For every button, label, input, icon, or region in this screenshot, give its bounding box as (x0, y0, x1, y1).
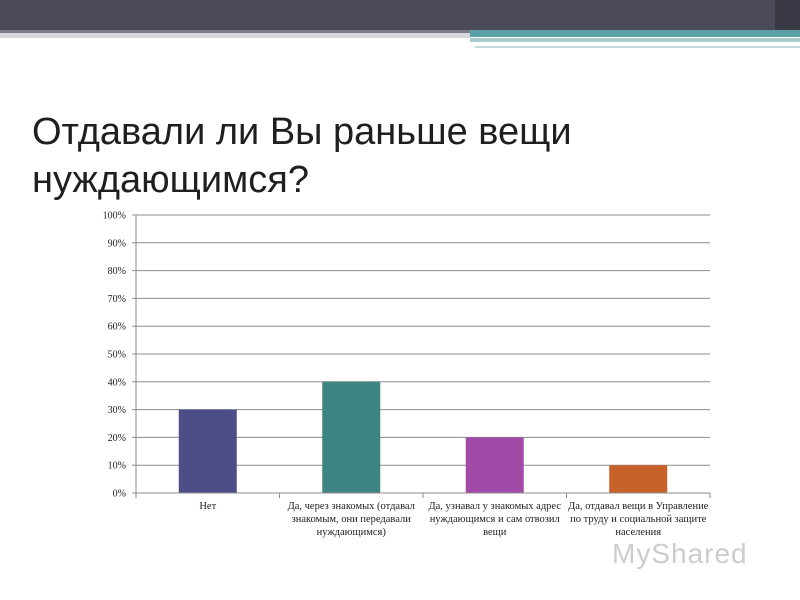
bar (322, 381, 381, 493)
y-tick-label: 20% (108, 433, 126, 444)
header-accent-stripe-light (470, 38, 800, 42)
y-tick-label: 70% (108, 294, 126, 305)
y-tick-label: 60% (108, 322, 126, 333)
header-accent-stripe (470, 30, 800, 37)
header-bar (0, 0, 800, 30)
y-tick-label: 90% (108, 238, 126, 249)
y-tick-label: 10% (108, 461, 126, 472)
y-tick-label: 0% (113, 489, 126, 500)
y-tick-label: 40% (108, 377, 126, 388)
bar (609, 465, 668, 493)
bar (465, 437, 524, 493)
y-tick-label: 30% (108, 405, 126, 416)
y-tick-label: 100% (103, 211, 126, 222)
slide-title: Отдавали ли Вы раньше вещи нуждающимся? (32, 111, 572, 201)
x-category-label: Да, через знакомых (отдавал знакомым, он… (287, 501, 415, 538)
watermark-logo: MyShared (612, 538, 748, 569)
x-category-label: Нет (199, 501, 217, 512)
y-tick-label: 80% (108, 266, 126, 277)
y-tick-label: 50% (108, 350, 126, 361)
header-stripe (0, 33, 470, 38)
bar (178, 409, 237, 493)
header-bar-accent (775, 0, 800, 30)
header-divider (475, 46, 800, 48)
header-shadow (0, 30, 800, 33)
x-category-label: Да, узнавал у знакомых адрес нуждающимся… (428, 501, 562, 538)
x-category-label: Да, отдавал вещи в Управление по труду и… (568, 501, 709, 538)
